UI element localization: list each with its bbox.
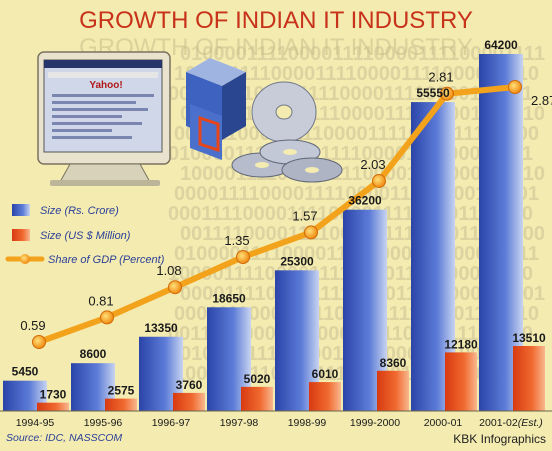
- legend-marker-gdp: [20, 254, 30, 264]
- data-label-gdp: 2.81: [428, 70, 453, 85]
- screen-line: [52, 122, 142, 125]
- source-note: Source: IDC, NASSCOM: [6, 432, 122, 444]
- screen-line: [52, 136, 132, 139]
- data-label-size-usd: 1730: [40, 388, 67, 402]
- screen-line: [52, 115, 122, 118]
- data-label-size-usd: 6010: [312, 367, 339, 381]
- gdp-point: [508, 80, 522, 94]
- x-tick-label: 1998-99: [288, 417, 327, 429]
- data-label-gdp: 0.59: [20, 318, 45, 333]
- gdp-point: [168, 280, 182, 295]
- gdp-point: [100, 310, 114, 325]
- legend: Size (Rs. Crore) Size (US $ Million) Sha…: [5, 204, 165, 266]
- legend-label-size-usd: Size (US $ Million): [40, 230, 131, 242]
- yahoo-logo: Yahoo!: [89, 80, 122, 91]
- data-label-gdp: 0.81: [88, 293, 113, 308]
- x-tick-label: 2001-02(Est.): [479, 417, 543, 429]
- browser-toolbar: [48, 72, 158, 78]
- x-tick-label: 1995-96: [84, 417, 123, 429]
- bar-size-usd: [241, 386, 273, 411]
- cd-hole: [283, 149, 297, 155]
- box-lower-front: [190, 104, 222, 160]
- x-tick-suffix: (Est.): [518, 417, 543, 429]
- bar-size-usd: [377, 370, 409, 411]
- bar-size-usd: [309, 382, 341, 411]
- gdp-share-line: [36, 84, 518, 345]
- gdp-point: [304, 225, 318, 240]
- binary-digit-row: 0100001111000011110000111100001111: [168, 143, 533, 165]
- x-tick-label: 1997-98: [220, 417, 259, 429]
- bar-size-usd: [173, 392, 205, 411]
- data-label-gdp: 1.57: [292, 208, 317, 223]
- data-label-size-usd: 8360: [380, 356, 407, 370]
- x-tick-label-group: 1994-95 1995-96 1996-97 1997-98 1998-99 1999-…: [16, 417, 543, 429]
- browser-titlebar: [44, 60, 162, 68]
- data-label-gdp: 2.87: [531, 93, 552, 108]
- bar-size-usd: [37, 402, 69, 411]
- legend-label-gdp: Share of GDP (Percent): [48, 254, 165, 266]
- legend-label-size-rs: Size (Rs. Crore): [40, 205, 119, 217]
- gdp-line-group: 0.59 0.81 1.08 1.35 1.57 2.03 2.81 2.87: [20, 70, 552, 349]
- data-label-size-usd: 3760: [176, 378, 203, 392]
- data-label-gdp: 1.35: [224, 233, 249, 248]
- chart-title: GROWTH OF INDIAN IT INDUSTRY: [79, 7, 473, 34]
- credit-label: KBK Infographics: [453, 432, 546, 446]
- binary-digit-row: 0100001111000011110000111100001111: [180, 43, 545, 65]
- screen-line: [52, 108, 148, 111]
- bar-size-usd: [105, 398, 137, 411]
- data-label-size-usd: 5020: [244, 372, 271, 386]
- data-label-gdp: 2.03: [360, 157, 385, 172]
- x-tick-label: 1994-95: [16, 417, 55, 429]
- gdp-point: [236, 250, 250, 264]
- data-label-gdp: 1.08: [156, 263, 181, 278]
- data-label-size-rs: 5450: [12, 365, 39, 379]
- screen-line: [52, 129, 112, 132]
- monitor-base: [50, 180, 160, 186]
- data-label-size-rs: 8600: [80, 347, 107, 361]
- gdp-point: [372, 173, 386, 188]
- data-label-size-usd: 13510: [512, 331, 546, 345]
- gdp-point: [32, 335, 46, 349]
- data-label-size-usd: 12180: [444, 337, 478, 351]
- computer-illustration: Yahoo!: [37, 51, 171, 186]
- screen-line: [52, 101, 136, 104]
- bar-series-group: [3, 54, 545, 411]
- bar-size-usd: [513, 346, 545, 411]
- box-top: [186, 58, 246, 86]
- monitor-stand: [59, 163, 151, 183]
- data-label-size-rs: 36200: [348, 194, 382, 208]
- data-label-size-rs: 18650: [212, 291, 246, 305]
- data-label-size-rs: 25300: [280, 254, 314, 268]
- gdp-point: [440, 86, 454, 101]
- compact-discs-illustration: [231, 81, 343, 183]
- bar-size-usd: [445, 352, 477, 411]
- screen-line: [52, 94, 154, 97]
- cd-hole: [305, 167, 319, 173]
- cd-hole: [275, 104, 293, 120]
- x-tick-label: 1996-97: [152, 417, 191, 429]
- data-label-size-usd: 2575: [108, 384, 135, 398]
- data-label-size-rs: 55550: [416, 86, 450, 100]
- x-tick-label: 1999-2000: [350, 417, 400, 429]
- software-boxes-illustration: [186, 58, 246, 160]
- box-side: [222, 72, 246, 140]
- binary-digit-row: 1000011110000111100001111000011110: [174, 63, 539, 85]
- legend-swatch-size-rs: [12, 204, 30, 216]
- data-label-size-rs: 13350: [144, 321, 178, 335]
- data-label-size-rs: 64200: [484, 38, 518, 52]
- x-tick-label: 2000-01: [424, 417, 463, 429]
- legend-swatch-size-usd: [12, 229, 30, 241]
- box-label-mark: [198, 115, 220, 153]
- cd-hole: [255, 162, 269, 168]
